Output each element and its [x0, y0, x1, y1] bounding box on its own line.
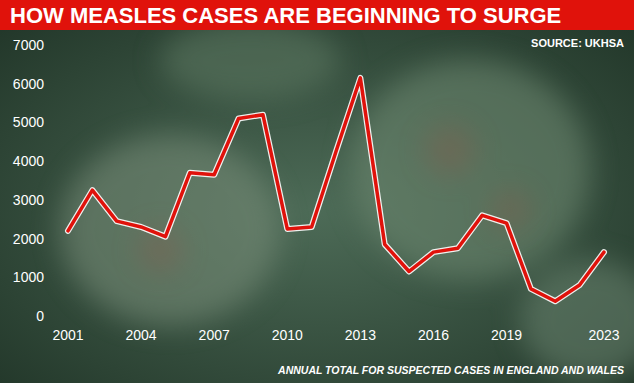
- x-tick-label: 2023: [588, 327, 619, 343]
- y-tick-label: 5000: [13, 114, 44, 130]
- y-tick-label: 0: [36, 308, 44, 324]
- cell: [520, 260, 634, 380]
- spot: [425, 125, 475, 175]
- line: [68, 78, 604, 301]
- y-tick-label: 2000: [13, 231, 44, 247]
- cell: [160, 20, 340, 100]
- x-tick-label: 2019: [491, 327, 522, 343]
- background-spots: [138, 125, 530, 272]
- x-tick-label: 2007: [199, 327, 230, 343]
- y-axis: 0 1000 2000 3000 4000 5000 6000 7000: [13, 37, 44, 324]
- x-tick-label: 2001: [52, 327, 83, 343]
- source: SOURCE: UKHSA: [531, 37, 624, 49]
- x-tick-label: 2016: [418, 327, 449, 343]
- background-cells: [60, 20, 634, 380]
- title-bar: [0, 0, 634, 30]
- y-tick-label: 3000: [13, 192, 44, 208]
- line-halo: [68, 78, 604, 301]
- plot-area: [68, 78, 604, 301]
- y-tick-label: 7000: [13, 37, 44, 53]
- y-tick-label: 6000: [13, 76, 44, 92]
- x-axis: 2001 2004 2007 2010 2013 2016 2019 2023: [52, 327, 619, 343]
- x-tick-label: 2010: [272, 327, 303, 343]
- y-tick-label: 4000: [13, 153, 44, 169]
- x-tick-label: 2013: [345, 327, 376, 343]
- footnote: ANNUAL TOTAL FOR SUSPECTED CASES IN ENGL…: [277, 364, 624, 376]
- y-tick-label: 1000: [13, 269, 44, 285]
- title: HOW MEASLES CASES ARE BEGINNING TO SURGE: [10, 3, 561, 28]
- x-tick-label: 2004: [126, 327, 157, 343]
- chart: HOW MEASLES CASES ARE BEGINNING TO SURGE…: [0, 0, 634, 383]
